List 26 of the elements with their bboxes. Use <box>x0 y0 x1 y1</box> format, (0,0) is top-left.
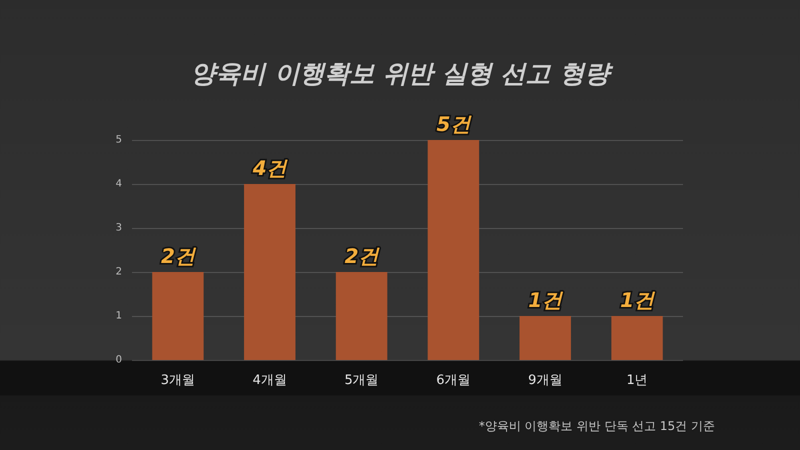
text: *양육비 이행확보 위반 단독 선고 15건 기준 <box>478 419 715 433</box>
data-label: 2건 <box>160 244 197 268</box>
chart-title: 양육비 이행확보 위반 실형 선고 형량 <box>190 59 614 88</box>
bar <box>244 184 296 360</box>
data-label: 1건 <box>528 288 564 312</box>
bar <box>336 272 388 360</box>
data-label: 1건 <box>620 288 656 312</box>
y-tick-label: 3 <box>116 222 122 234</box>
x-tick-label: 4개월 <box>252 373 287 388</box>
bar <box>428 140 480 360</box>
y-tick-label: 0 <box>116 354 122 366</box>
data-label: 2건 <box>344 244 381 268</box>
y-tick-label: 4 <box>116 178 122 190</box>
x-tick-label: 5개월 <box>344 373 379 388</box>
bar <box>611 316 663 360</box>
y-tick-label: 5 <box>116 134 122 146</box>
bar <box>152 272 204 360</box>
y-tick-label: 2 <box>116 266 122 278</box>
x-tick-label: 9개월 <box>528 373 562 388</box>
y-tick-label: 1 <box>116 310 122 322</box>
x-tick-label: 1년 <box>626 373 648 388</box>
x-tick-label: 6개월 <box>436 373 471 388</box>
bar <box>520 316 571 360</box>
x-tick-label: 3개월 <box>160 373 196 388</box>
data-label: 4건 <box>252 156 289 180</box>
data-label: 5건 <box>436 112 472 136</box>
